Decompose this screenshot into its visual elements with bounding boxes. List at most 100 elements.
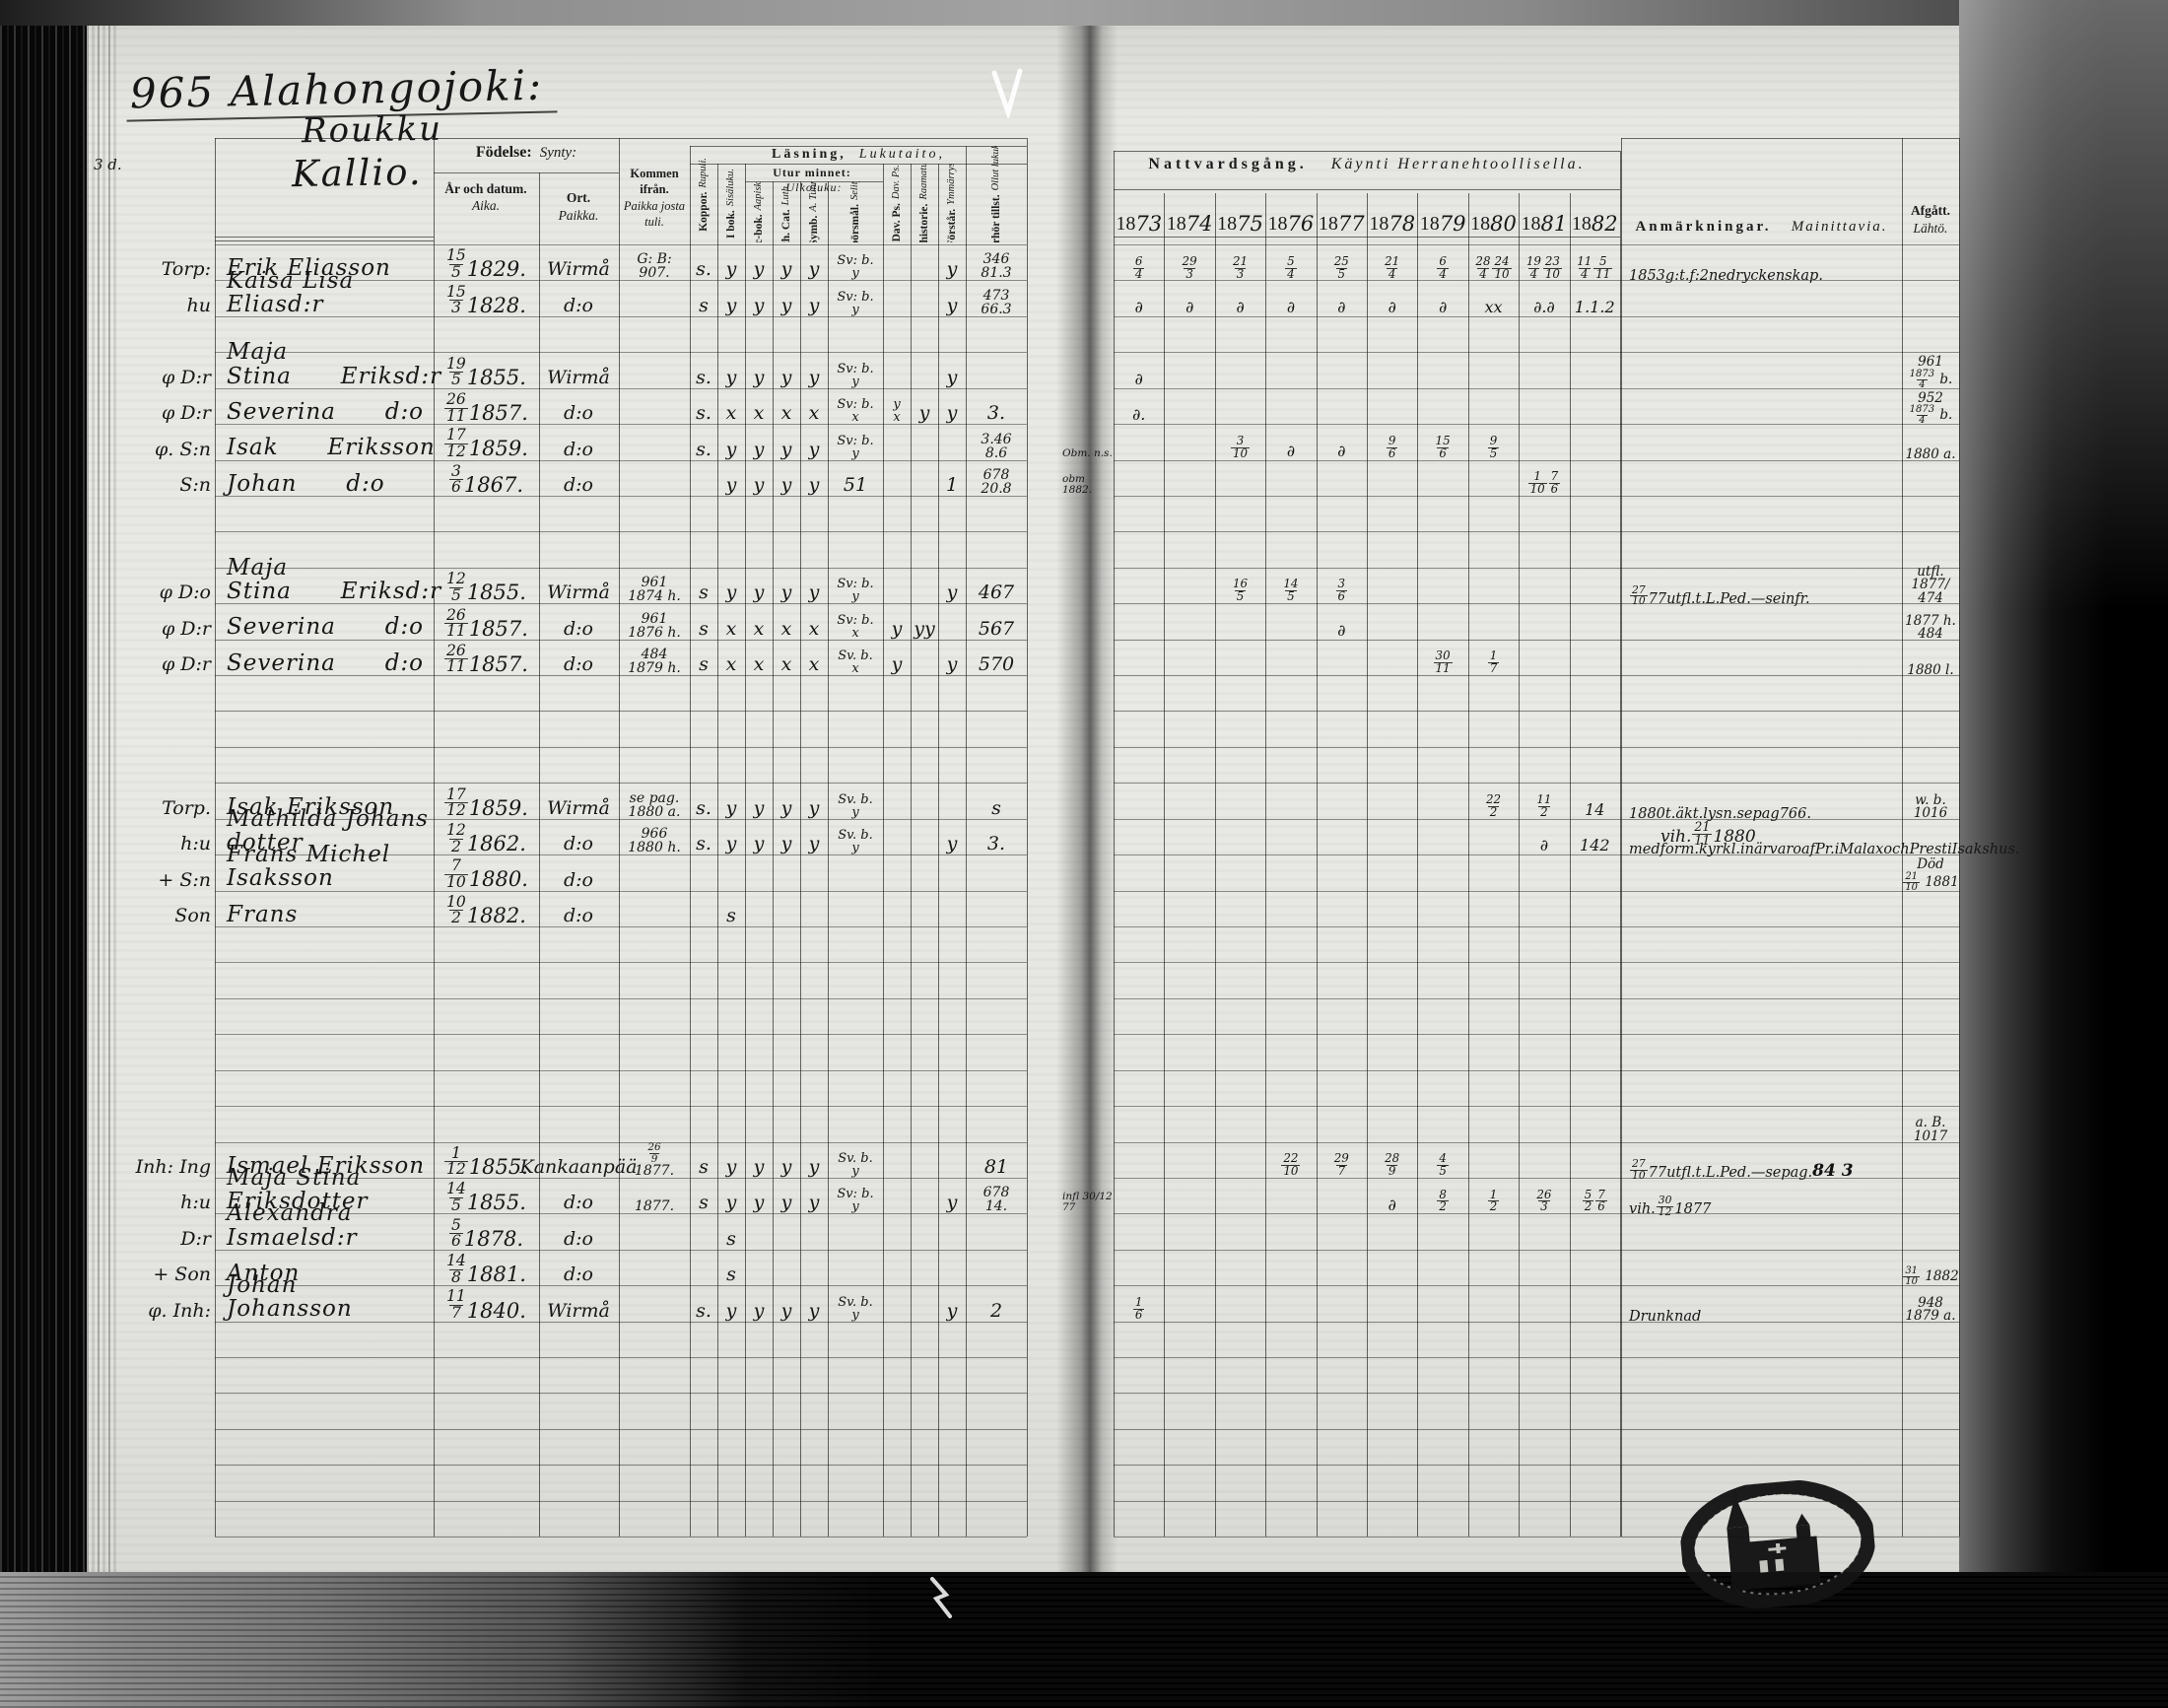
reading-mark: s [699,617,709,640]
communion-cell: ∂ [1539,836,1549,855]
rule-line [215,675,1027,677]
remark-note: Drunknad [1629,1308,1702,1325]
reading-mark: Sv: b. y [837,289,874,317]
row-come-from: se pag. 1880 a. [628,789,681,820]
communion-cell: ∂ [1134,298,1143,317]
column-header-vertical: I bok. Sisäluku. [725,168,738,239]
column-header-vertical: Dav. Ps. Dav. Ps. [891,164,904,242]
rule-line [1114,746,1959,748]
row-birth-place: Wirmå [547,366,610,388]
reading-mark: y [780,581,792,604]
row-name: Isak Eriksson [227,793,395,820]
rule-line [215,1357,1027,1359]
reading-mark: y [808,581,820,604]
reading-mark: 678 20.8 [981,466,1012,497]
row-name: Kaisa Lisa Eliasd:r [227,267,355,317]
rule-line [1114,1213,1959,1215]
communion-cell: 30 11 [1433,649,1453,676]
reading-mark: y [780,1155,792,1178]
rule-line [1114,854,1959,856]
row-birth-date: 15 3 1828. [446,282,526,317]
rule-line [745,181,883,182]
rule-line [1114,639,1959,641]
row-birth-place: d:o [563,653,593,676]
column-header-afgatt: Afgått. Lähtö. [1910,203,1951,236]
column-header-nattvardsgang: Nattvardsgång. Käynti Herranehtoollisell… [1148,156,1586,172]
scan-edge-top [0,0,2168,26]
communion-cell: 16 5 [1232,577,1249,604]
reading-mark: Sv. b. y [838,1150,873,1179]
reading-mark: y [753,1192,765,1214]
afgatt-cell: 948 1879 a. [1905,1294,1956,1325]
row-margin-label: D:r [180,1227,211,1250]
reading-mark: y [808,1299,820,1322]
communion-cell: 19 4 23 10 [1525,253,1562,281]
reading-mark: s [699,294,709,316]
column-line [1164,193,1166,1537]
column-line [1027,138,1028,1537]
reading-mark: 2 [989,1299,1003,1322]
reading-mark: y [808,294,820,316]
remark-note: 1880 t. äkt. lysn. se pag 766. [1629,806,1811,823]
rule-line [215,1177,1027,1179]
rule-line [1114,1321,1959,1323]
row-name: Ismael Eriksson [227,1152,426,1179]
year-header: 18 77 [1318,211,1365,236]
year-header: 18 80 [1470,211,1517,236]
afgatt-cell: 1880 l. [1907,661,1954,678]
rule-line [215,1213,1027,1215]
rule-line [1114,603,1959,605]
communion-cell: 22 2 [1485,792,1502,819]
rule-line [1114,1249,1959,1251]
afgatt-cell: 1880 a. [1905,446,1956,462]
rule-line [1114,925,1959,927]
reading-mark: y [946,258,958,281]
binding-edge [0,0,87,1708]
reading-mark: y [918,402,930,425]
column-line [690,146,691,1537]
reading-mark: y [808,796,820,819]
rule-line [1114,711,1959,713]
column-header-vertical: Vid läsförhör tillst. Ollut lukukinkerei… [990,146,1003,242]
rule-line [1114,1465,1959,1467]
column-line [434,138,435,1537]
rule-line [215,1428,1027,1430]
communion-cell: 21 3 [1232,253,1249,281]
column-header-fodelse: Födelse: Synty: [475,144,577,161]
row-margin-label: φ. Inh: [148,1299,211,1322]
row-margin-label: φ D:o [159,581,211,604]
reading-mark: Sv: b. y [837,433,874,461]
column-line [1214,193,1216,1537]
row-birth-date: 1 12 1855. [444,1143,528,1179]
reading-mark: x [808,617,820,640]
reading-mark: y [780,833,792,855]
row-name: Frans Michel Isaksson [227,842,391,892]
row-birth-place: d:o [563,402,593,425]
book-spread-paper [84,24,1961,1573]
village-name-2: Kallio. [291,150,423,196]
column-header-utur: Utur minnet: Ulkoluku: [773,166,851,194]
reading-mark: y [725,258,737,281]
rule-line [215,1321,1027,1323]
reading-mark: Sv: b. x [837,397,874,426]
rule-line [1114,1500,1959,1502]
reading-mark: x [753,617,765,640]
reading-mark: x [808,653,820,676]
row-birth-place: Wirmå [547,1299,610,1322]
reading-mark: Sv. b. y [838,828,873,856]
reading-mark: 678 14. [982,1185,1010,1215]
margin-note-top: 3 d. [94,156,122,173]
rule-line [215,567,1027,569]
reading-mark: s [699,653,709,676]
communion-cell: ∂ [1337,298,1346,317]
rule-line [1114,1106,1959,1108]
afgatt-cell: a. B. 1017 [1913,1115,1948,1144]
reading-mark: y [808,1192,820,1214]
reading-mark: y [808,366,820,388]
reading-mark: y [753,1299,765,1322]
